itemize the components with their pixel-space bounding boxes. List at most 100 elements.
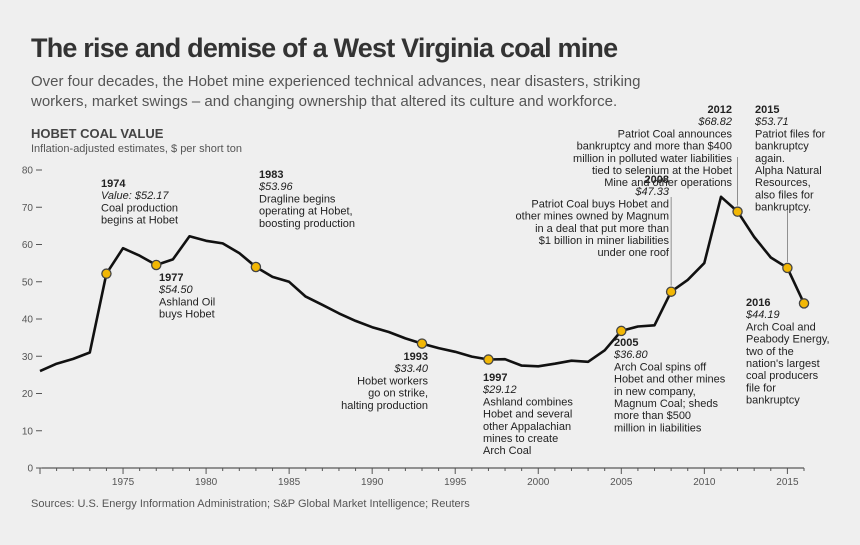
annotation-text: Hobet workers — [357, 375, 428, 387]
annotation-year: 1977 — [159, 272, 183, 284]
annotation-text: Arch Coal and — [746, 321, 816, 333]
annotation-text: file for — [746, 382, 776, 394]
annotation-text: more than $500 — [614, 410, 691, 422]
event-marker-1997 — [483, 354, 494, 365]
annotation-year: 2012 — [708, 104, 732, 116]
annotation-text: Patriot files for — [755, 128, 826, 140]
annotation-value: $29.12 — [482, 384, 517, 396]
annotation-value: $47.33 — [634, 186, 670, 198]
page-subtitle: Over four decades, the Hobet mine experi… — [31, 73, 641, 110]
annotation-text: million in liabilities — [614, 422, 702, 434]
annotation-year: 2008 — [645, 174, 669, 186]
annotation-text: Arch Coal spins off — [614, 361, 707, 373]
annotation-value: $36.80 — [613, 349, 649, 361]
annotation-text: operating at Hobet, — [259, 206, 353, 218]
annotation-text: begins at Hobet — [101, 215, 178, 227]
page-title: The rise and demise of a West Virginia c… — [31, 33, 618, 63]
x-tick-label: 2005 — [610, 477, 633, 488]
annotation-text: Alpha Natural — [755, 165, 822, 177]
annotation-year: 1983 — [259, 169, 283, 181]
x-tick-label: 1985 — [278, 477, 301, 488]
annotation-value: Value: $52.17 — [101, 190, 169, 202]
chart-title: HOBET COAL VALUE — [31, 126, 164, 141]
annotation-markers — [101, 206, 810, 365]
annotation-text: two of the — [746, 346, 794, 358]
annotation-text: bankruptcy and more than $400 — [577, 141, 732, 153]
annotation-text: Dragline begins — [259, 193, 336, 205]
annotation-text: Patriot Coal buys Hobet and — [531, 198, 669, 210]
annotation-text: halting production — [341, 400, 428, 412]
annotation-text: under one roof — [597, 247, 669, 259]
annotation-text: bankruptcy — [746, 395, 800, 407]
annotation-text: $1 billion in miner liabilities — [539, 235, 670, 247]
y-tick-label: 40 — [22, 315, 34, 326]
event-marker-2008 — [665, 286, 677, 297]
event-marker-1974 — [101, 268, 112, 279]
y-tick-label: 30 — [22, 352, 34, 363]
x-tick-label: 1990 — [361, 477, 384, 488]
x-tick-label: 1980 — [195, 477, 218, 488]
y-tick-label: 20 — [22, 389, 34, 400]
annotation-text: nation's largest — [746, 358, 820, 370]
annotation-text: Mine and other operations — [604, 177, 732, 189]
annotation-year: 2005 — [614, 337, 638, 349]
event-marker-2015 — [782, 262, 793, 274]
annotation-text: other mines owned by Magnum — [516, 211, 669, 223]
source-note: Sources: U.S. Energy Information Adminis… — [31, 498, 470, 510]
x-tick-label: 1995 — [444, 477, 467, 488]
event-marker-2005 — [616, 325, 627, 337]
x-tick-label: 2000 — [527, 477, 550, 488]
event-marker-2016 — [798, 298, 810, 309]
annotation-text: Resources, — [755, 177, 811, 189]
annotation-year: 1974 — [101, 178, 126, 190]
annotation-year: 2015 — [755, 104, 779, 116]
annotation-text: million in polluted water liabilities — [573, 153, 732, 165]
annotation-value: $53.71 — [754, 116, 789, 128]
y-tick-label: 50 — [22, 277, 34, 288]
annotation-value: $44.19 — [745, 309, 780, 321]
annotation-year: 2016 — [746, 297, 770, 309]
annotation-text: boosting production — [259, 218, 355, 230]
annotation-text: Ashland combines — [483, 396, 573, 408]
y-tick-label: 0 — [27, 464, 33, 475]
annotation-text: in a deal that put more than — [535, 223, 669, 235]
annotation-text: Patriot Coal announces — [618, 128, 733, 140]
annotation-text: Ashland Oil — [159, 296, 215, 308]
annotation-text: bankruptcy. — [755, 202, 811, 214]
event-marker-1983 — [250, 261, 262, 273]
annotation-leaders — [670, 157, 788, 286]
annotation-text: coal producers — [746, 370, 819, 382]
chart-axes: 1975 1980 1985 1990 1995 2000 2005 2010 2015 0 10 2… — [22, 166, 805, 488]
annotation-text: Magnum Coal; sheds — [614, 398, 718, 410]
annotation-value: $53.96 — [258, 181, 294, 193]
annotation-text: go on strike, — [368, 388, 428, 400]
annotation-value: $54.50 — [158, 284, 194, 296]
annotation-value: $33.40 — [393, 363, 429, 375]
y-tick-label: 60 — [22, 240, 34, 251]
annotation-text: Arch Coal — [483, 445, 531, 457]
event-marker-1977 — [151, 259, 162, 271]
annotation-text: Coal production — [101, 202, 178, 214]
x-tick-label: 2015 — [776, 477, 799, 488]
x-tick-label: 1975 — [112, 477, 135, 488]
x-tick-label: 2010 — [693, 477, 716, 488]
annotation-text: bankruptcy — [755, 141, 809, 153]
annotation-text: Hobet and several — [483, 409, 572, 421]
y-tick-label: 70 — [22, 203, 34, 214]
y-tick-label: 10 — [22, 426, 34, 437]
annotation-year: 1997 — [483, 372, 507, 384]
event-marker-2012 — [732, 206, 743, 217]
annotation-text: other Appalachian — [483, 421, 571, 433]
y-tick-label: 80 — [22, 166, 34, 177]
annotation-text: buys Hobet — [159, 309, 215, 321]
